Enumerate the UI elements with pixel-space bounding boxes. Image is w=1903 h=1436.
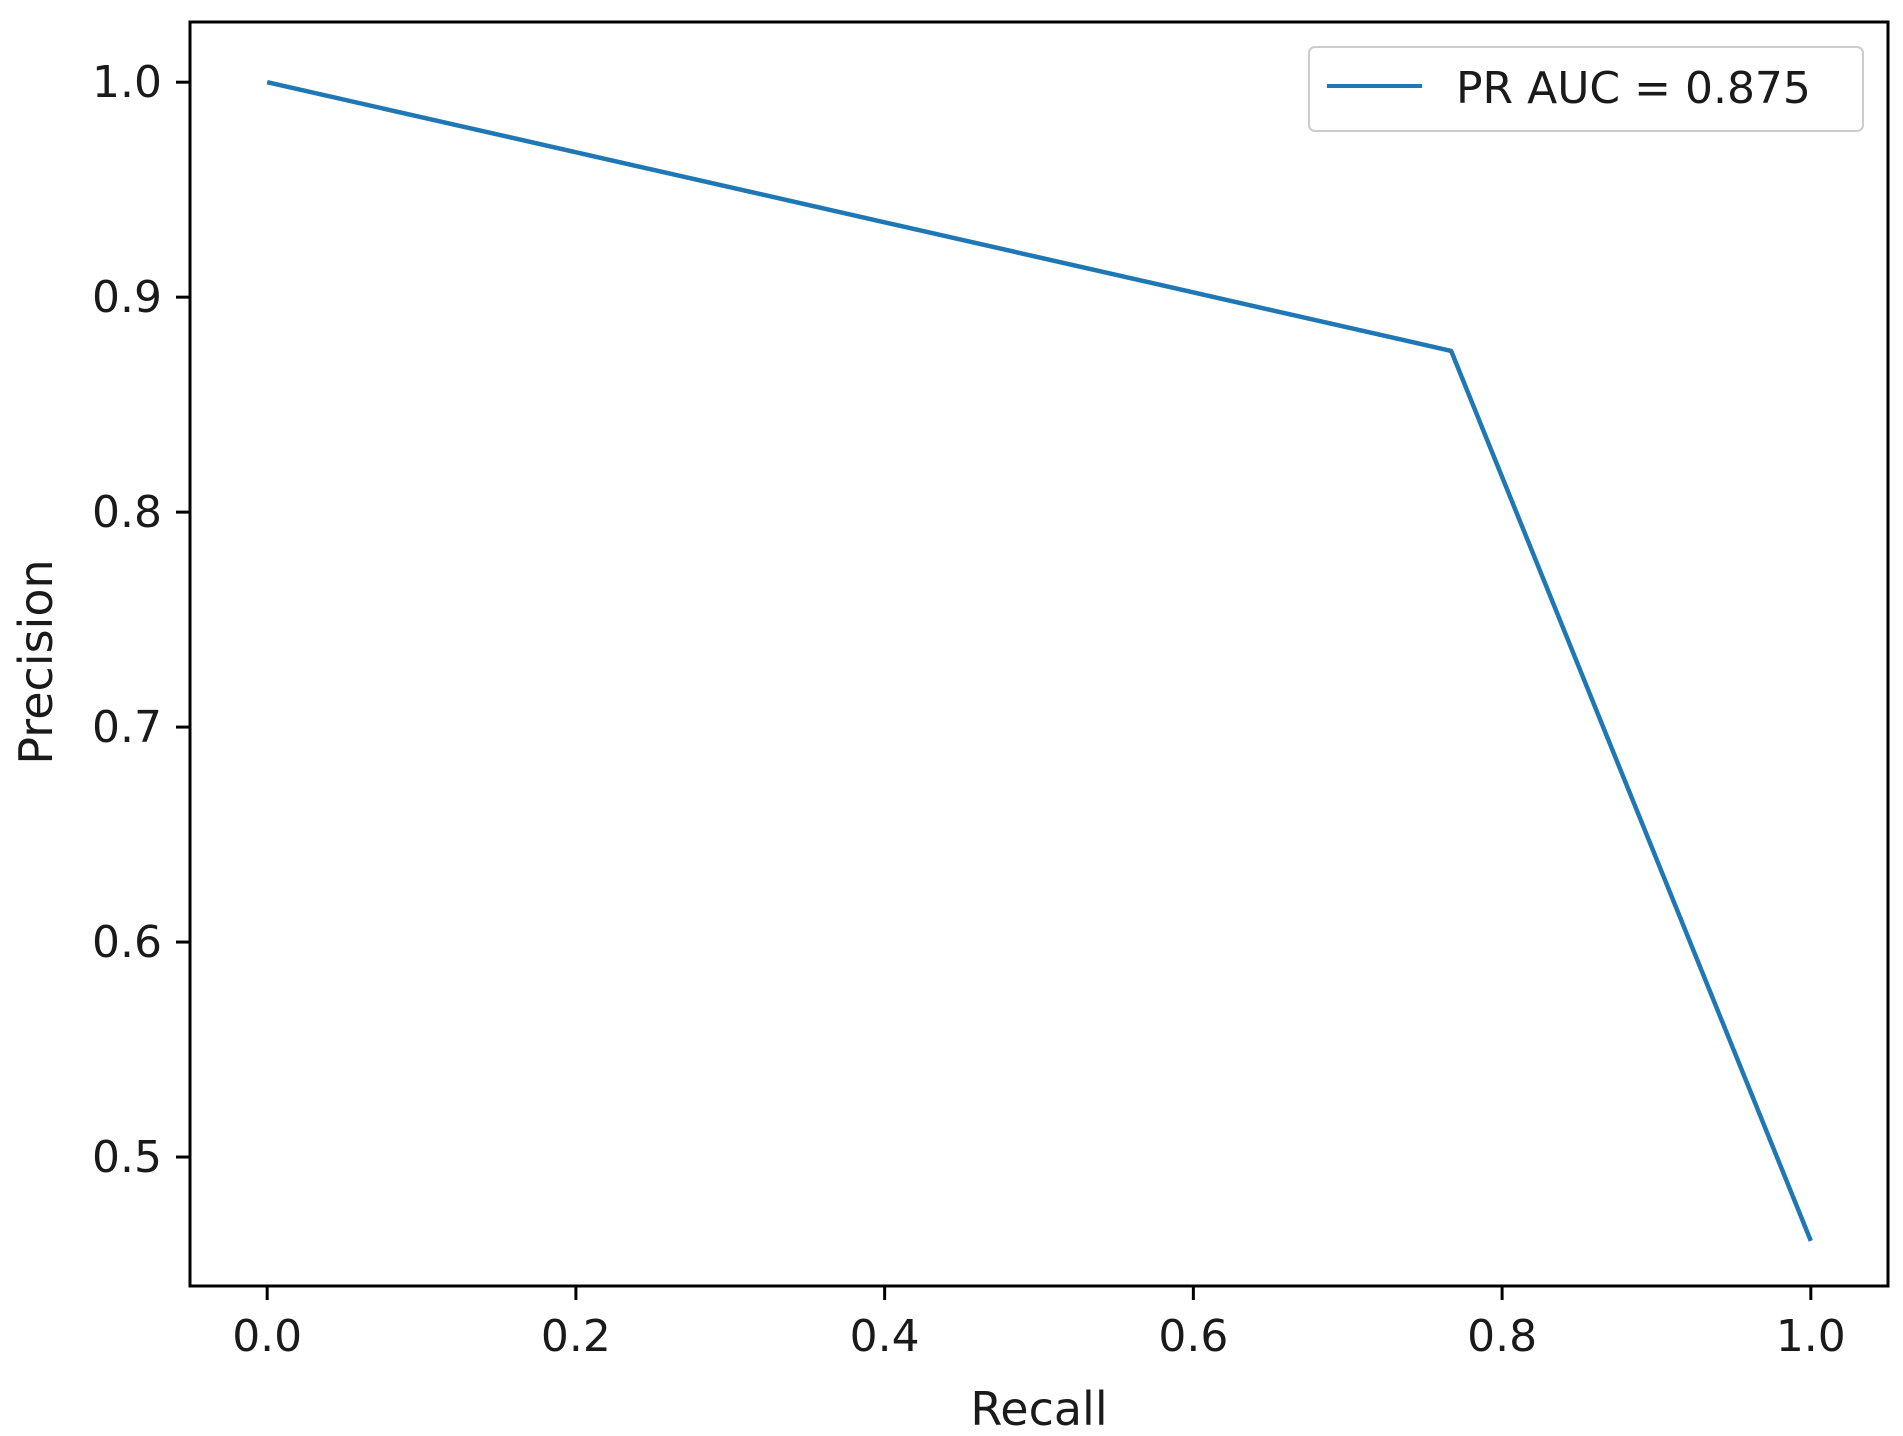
series-layer	[266, 79, 1813, 1242]
y-tick-label: 0.8	[92, 487, 162, 538]
legend-box	[1308, 46, 1864, 132]
plot-frame	[188, 20, 1890, 1288]
x-axis-ticks: 0.0 0.2 0.4 0.6 0.8 1.0	[232, 1286, 1846, 1362]
x-tick-label: 1.0	[1776, 1311, 1846, 1362]
x-tick-label: 0.0	[232, 1311, 302, 1362]
x-tick-label: 0.2	[541, 1311, 611, 1362]
x-tick-label: 0.6	[1158, 1311, 1228, 1362]
y-axis-title: Precision	[9, 559, 63, 764]
y-tick-label: 1.0	[92, 57, 162, 108]
y-axis-ticks: 0.5 0.6 0.7 0.8 0.9 1.0	[92, 57, 190, 1183]
x-tick-label: 0.4	[850, 1311, 920, 1362]
y-tick-label: 0.9	[92, 272, 162, 323]
legend: PR AUC = 0.875	[1308, 46, 1864, 132]
y-tick-label: 0.7	[92, 702, 162, 753]
y-tick-label: 0.5	[92, 1132, 162, 1183]
x-tick-label: 0.8	[1467, 1311, 1537, 1362]
x-axis-title: Recall	[970, 1382, 1107, 1436]
y-tick-label: 0.6	[92, 917, 162, 968]
series-line	[266, 79, 1813, 1242]
legend-label: PR AUC = 0.875	[1456, 63, 1811, 114]
